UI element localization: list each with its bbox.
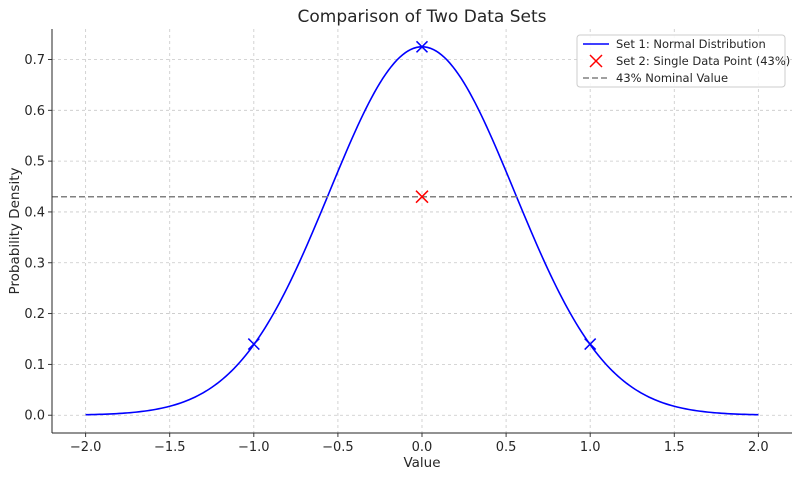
curve-marker-stroke xyxy=(415,40,429,53)
x-tick-label: 0.5 xyxy=(496,440,517,455)
x-tick-label: 1.5 xyxy=(664,440,685,455)
curve-marker xyxy=(415,40,429,53)
x-tick-label: −2.0 xyxy=(70,440,102,455)
y-tick-label: 0.4 xyxy=(24,205,45,220)
legend-entry: 43% Nominal Value xyxy=(583,71,728,85)
legend-label: Set 1: Normal Distribution xyxy=(616,37,766,51)
curve-marker-stroke xyxy=(247,338,260,351)
legend-label: Set 2: Single Data Point (43%) xyxy=(616,54,790,68)
grid xyxy=(52,29,792,433)
single-data-point xyxy=(415,190,429,204)
legend-swatch xyxy=(589,54,603,68)
plot-area xyxy=(52,40,792,416)
y-tick-label: 0.5 xyxy=(24,155,45,170)
y-tick-label: 0.0 xyxy=(24,409,45,424)
tick-labels: −2.0 −1.5 −1.0 −0.5 0.0 0.5 1.0 1.5 2.0 0.0 0.1 0.2… xyxy=(24,53,768,455)
legend-box xyxy=(576,34,786,88)
legend-label: 43% Nominal Value xyxy=(616,71,728,85)
x-tick-label: −0.5 xyxy=(322,440,354,455)
x-tick-label: −1.0 xyxy=(238,440,270,455)
y-tick-label: 0.2 xyxy=(24,307,45,322)
curve-marker-stroke xyxy=(584,338,597,351)
y-tick-label: 0.1 xyxy=(24,358,45,373)
x-tick-label: 0.0 xyxy=(412,440,433,455)
legend-entry: Set 2: Single Data Point (43%) xyxy=(589,54,790,68)
x-axis-label: Value xyxy=(403,455,440,471)
x-tick-label: 2.0 xyxy=(748,440,769,455)
x-tick-label: 1.0 xyxy=(580,440,601,455)
curve-marker xyxy=(247,338,260,351)
legend: Set 1: Normal Distribution Set 2: Single … xyxy=(576,34,790,88)
y-tick-label: 0.7 xyxy=(24,53,45,68)
legend-entry: Set 1: Normal Distribution xyxy=(583,37,766,51)
curve-marker xyxy=(584,338,597,351)
axes xyxy=(48,29,792,437)
data-point-stroke xyxy=(415,190,429,204)
chart-title: Comparison of Two Data Sets xyxy=(297,7,546,27)
y-axis-label: Probability Density xyxy=(7,168,23,295)
y-tick-label: 0.3 xyxy=(24,256,45,271)
x-tick-label: −1.5 xyxy=(154,440,186,455)
y-tick-label: 0.6 xyxy=(24,104,45,119)
